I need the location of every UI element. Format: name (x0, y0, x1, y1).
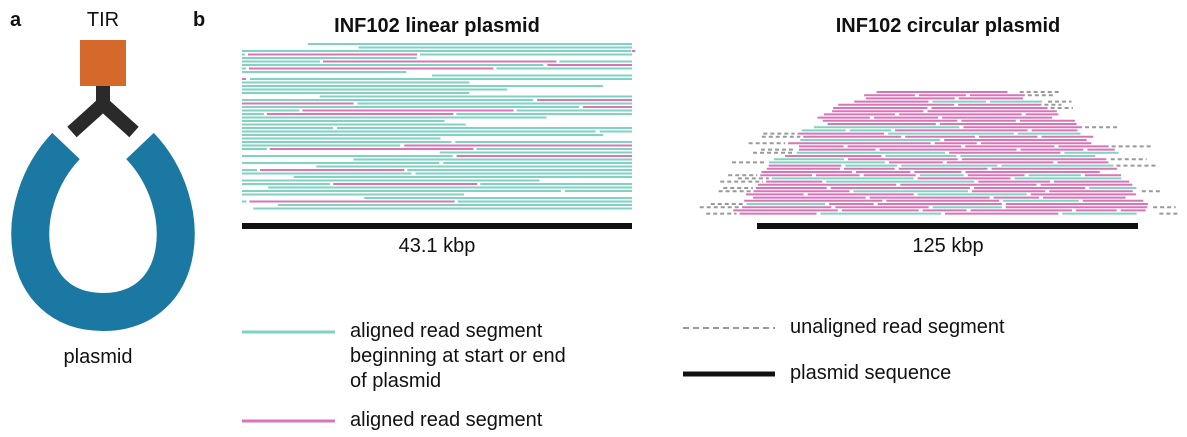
circular-title: INF102 circular plasmid (836, 14, 1061, 39)
legend-text: unaligned read segment (790, 315, 1005, 340)
plasmid-loop (30, 146, 175, 312)
legend-text: beginning at start or end (350, 344, 566, 369)
legend-text: plasmid sequence (790, 361, 951, 386)
tir-label: TIR (87, 8, 119, 33)
panel-label: b (193, 8, 205, 33)
legend-text: of plasmid (350, 369, 441, 394)
legend-text: aligned read segment (350, 408, 542, 433)
tir-stem (72, 86, 134, 132)
linear-title: INF102 linear plasmid (334, 14, 540, 39)
linear-sequence-bar (242, 223, 632, 229)
linear-length: 43.1 kbp (399, 234, 476, 259)
tir-box (80, 40, 126, 86)
legend-text: aligned read segment (350, 319, 542, 344)
circular-length: 125 kbp (912, 234, 983, 259)
drawing (0, 0, 1187, 437)
plasmid-diagram (30, 40, 175, 312)
reads (242, 44, 1180, 214)
figure: a TIR plasmid b INF102 linear plasmid 43… (0, 0, 1187, 437)
panel-label: a (10, 8, 21, 33)
plasmid-label: plasmid (64, 345, 133, 370)
circular-sequence-bar (757, 223, 1138, 229)
